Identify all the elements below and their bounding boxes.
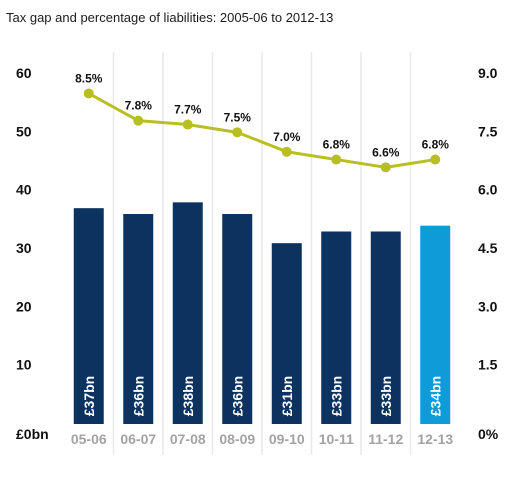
- x-tick-label: 12-13: [417, 431, 453, 447]
- percentage-label: 6.8%: [323, 138, 351, 152]
- percentage-point: [83, 88, 94, 99]
- y-left-tick-label: 40: [16, 182, 32, 198]
- percentage-label: 8.5%: [75, 71, 103, 85]
- bar-value-label: £33bn: [378, 376, 394, 416]
- bar-value-label: £31bn: [279, 376, 295, 416]
- x-tick-label: 08-09: [219, 431, 255, 447]
- bar-value-label: £33bn: [328, 376, 344, 416]
- percentage-label: 6.8%: [422, 138, 450, 152]
- y-right-tick-label: 6.0: [478, 182, 498, 198]
- y-left-tick-label: 20: [16, 298, 32, 314]
- plot-area: £0bn 10 20 30 40 50 60 0% 1.5 3.0 4.5 6.0 7.5 9.0 £37b…: [16, 52, 499, 455]
- y-right-tick-label: 0%: [478, 426, 499, 442]
- percentage-label: 7.0%: [273, 130, 301, 144]
- percentage-label: 7.5%: [224, 110, 252, 124]
- y-right-tick-label: 9.0: [478, 65, 498, 81]
- bar: [222, 214, 253, 424]
- chart-title: Tax gap and percentage of liabilities: 2…: [6, 10, 333, 25]
- x-tick-label: 06-07: [120, 431, 156, 447]
- bar: [420, 225, 451, 424]
- y-left-tick-label: £0bn: [16, 426, 49, 442]
- x-tick-label: 07-08: [170, 431, 206, 447]
- y-left-tick-label: 10: [16, 357, 32, 373]
- percentage-label: 7.8%: [125, 99, 153, 113]
- percentage-point: [281, 146, 292, 157]
- percentage-point: [331, 154, 342, 165]
- bar: [271, 243, 302, 424]
- percentage-label: 6.6%: [372, 145, 400, 159]
- y-right-tick-label: 3.0: [478, 298, 498, 314]
- percentage-point: [430, 154, 441, 165]
- bar: [73, 208, 104, 424]
- y-left-tick-label: 50: [16, 123, 32, 139]
- y-right-tick-label: 1.5: [478, 357, 498, 373]
- y-left-tick-label: 30: [16, 240, 32, 256]
- bar-value-label: £36bn: [130, 376, 146, 416]
- bar-value-label: £34bn: [427, 376, 443, 416]
- percentage-point: [232, 127, 243, 138]
- bar: [321, 231, 352, 424]
- x-tick-label: 11-12: [368, 431, 403, 447]
- percentage-label: 7.7%: [174, 103, 202, 117]
- y-right-tick-label: 4.5: [478, 240, 498, 256]
- x-tick-label: 09-10: [269, 431, 305, 447]
- bar-value-label: £37bn: [81, 376, 97, 416]
- percentage-line: [88, 92, 436, 169]
- bar-value-label: £38bn: [180, 376, 196, 416]
- y-left-tick-label: 60: [16, 65, 32, 81]
- bar: [123, 214, 154, 424]
- y-right-tick-label: 7.5: [478, 123, 498, 139]
- percentage-point: [380, 162, 391, 173]
- x-tick-label: 10-11: [319, 431, 354, 447]
- percentage-point: [133, 115, 144, 126]
- percentage-point: [182, 119, 193, 130]
- x-tick-label: 05-06: [71, 431, 107, 447]
- bar-value-label: £36bn: [229, 376, 245, 416]
- bar: [172, 202, 203, 424]
- bar: [370, 231, 401, 424]
